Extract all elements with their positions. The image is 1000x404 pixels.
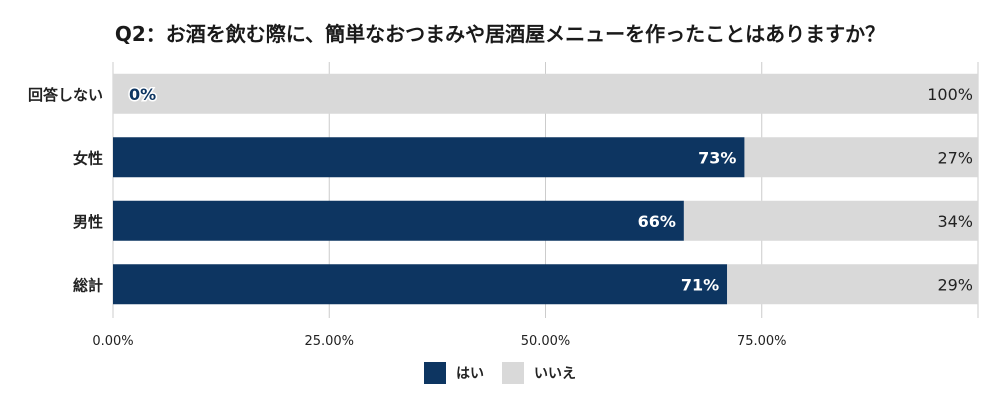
legend-item-yes: はい bbox=[424, 362, 484, 384]
bar-no bbox=[683, 200, 978, 241]
bar-yes bbox=[113, 137, 745, 178]
data-label-yes: 71% bbox=[681, 275, 719, 294]
legend-swatch-no bbox=[502, 362, 524, 384]
data-label-yes: 73% bbox=[698, 148, 736, 167]
legend-swatch-yes bbox=[424, 362, 446, 384]
data-label-no: 100% bbox=[927, 85, 973, 104]
data-label-no: 29% bbox=[937, 275, 973, 294]
data-label-no: 34% bbox=[937, 212, 973, 231]
data-label-no: 27% bbox=[937, 148, 973, 167]
y-category-label: 総計 bbox=[73, 276, 103, 294]
x-tick-label: 25.00% bbox=[304, 334, 354, 349]
y-category-label: 男性 bbox=[73, 213, 103, 231]
legend-label-no: いいえ bbox=[534, 366, 576, 382]
legend-label-yes: はい bbox=[456, 366, 484, 382]
bars bbox=[113, 73, 978, 305]
x-tick-label: 75.00% bbox=[737, 334, 787, 349]
bar-no bbox=[727, 264, 978, 305]
x-tick-label: 50.00% bbox=[521, 334, 571, 349]
bar-no bbox=[744, 137, 978, 178]
data-label-yes: 66% bbox=[638, 212, 676, 231]
labels: 0.00% 25.00% 50.00% 75.00% 回答しない 0% 100% 女性 73% 2… bbox=[28, 83, 973, 349]
x-tick-label: 0.00% bbox=[92, 334, 133, 349]
data-label-yes: 0% bbox=[129, 85, 156, 104]
y-category-label: 回答しない bbox=[28, 86, 103, 104]
chart-title: Q2：お酒を飲む際に、簡単なおつまみや居酒屋メニューを作ったことはありますか？ bbox=[114, 22, 886, 46]
y-category-label: 女性 bbox=[73, 149, 103, 167]
legend-item-no: いいえ bbox=[502, 362, 576, 384]
bar-yes bbox=[113, 200, 684, 241]
bar-yes bbox=[113, 264, 728, 305]
bar-no bbox=[113, 73, 978, 114]
legend: はい いいえ bbox=[0, 362, 1000, 384]
